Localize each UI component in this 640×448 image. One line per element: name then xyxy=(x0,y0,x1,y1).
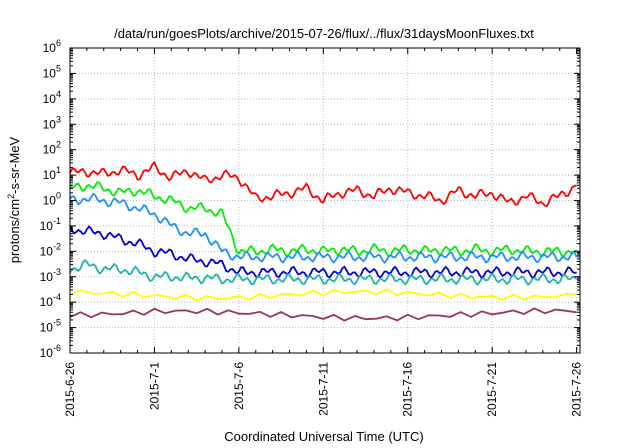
y-tick-exp: -2 xyxy=(53,241,61,251)
y-tick-exp: 6 xyxy=(56,38,61,48)
y-tick-base: 10 xyxy=(43,66,57,80)
y-tick-label: 10-4 xyxy=(40,292,61,309)
y-tick-base: 10 xyxy=(40,346,54,360)
x-tick-label: 2015-7-11 xyxy=(316,362,330,416)
y-axis-title: protons/cm2-s-sr-MeV xyxy=(6,136,22,263)
y-tick-label: 106 xyxy=(43,38,61,55)
y-tick-exp: -6 xyxy=(53,343,61,353)
y-tick-label: 100 xyxy=(43,191,61,208)
y-tick-label: 105 xyxy=(43,63,61,80)
y-axis: 10-610-510-410-310-210-11001011021031041… xyxy=(40,38,580,360)
x-tick-label: 2015-6-26 xyxy=(63,362,77,417)
x-tick-label: 2015-7-26 xyxy=(570,362,584,417)
y-tick-base: 10 xyxy=(43,168,57,182)
series-line-3 xyxy=(69,192,578,264)
y-tick-base: 10 xyxy=(40,295,54,309)
x-axis: 2015-6-26 2015-7-1 2015-7-6 2015-7-11 2015-7… xyxy=(63,48,584,417)
y-tick-base: 10 xyxy=(43,92,57,106)
x-tick-label: 2015-7-1 xyxy=(147,362,161,410)
y-tick-label: 10-1 xyxy=(40,216,61,233)
y-tick-label: 10-5 xyxy=(40,318,61,335)
y-tick-label: 102 xyxy=(43,140,61,157)
x-axis-title: Coordinated Universal Time (UTC) xyxy=(224,429,423,444)
y-tick-label: 10-6 xyxy=(40,343,61,360)
series-line-7 xyxy=(69,307,577,322)
y-tick-base: 10 xyxy=(43,41,57,55)
series-line-5 xyxy=(69,258,578,287)
y-tick-exp: 5 xyxy=(56,63,61,73)
y-tick-label: 10-3 xyxy=(40,267,61,284)
y-tick-label: 104 xyxy=(43,89,61,106)
series-line-1 xyxy=(69,160,577,207)
y-tick-base: 10 xyxy=(40,321,54,335)
y-tick-base: 10 xyxy=(43,143,57,157)
y-tick-base: 10 xyxy=(43,117,57,131)
chart-title: /data/run/goesPlots/archive/2015-07-26/f… xyxy=(114,26,534,41)
y-tick-exp: 0 xyxy=(56,191,61,201)
y-tick-exp: 4 xyxy=(56,89,61,99)
y-tick-label: 10-2 xyxy=(40,241,61,258)
y-tick-base: 10 xyxy=(43,194,57,208)
y-tick-base: 10 xyxy=(40,219,54,233)
y-tick-base: 10 xyxy=(40,244,54,258)
y-tick-label: 103 xyxy=(43,114,61,131)
y-axis-title-rest: -s-sr-MeV xyxy=(7,136,22,193)
x-tick-label: 2015-7-16 xyxy=(401,362,415,417)
y-tick-exp: 1 xyxy=(56,165,61,175)
y-tick-exp: -3 xyxy=(53,267,61,277)
y-tick-base: 10 xyxy=(40,270,54,284)
series-line-2 xyxy=(69,181,577,258)
y-axis-title-sup: 2 xyxy=(6,194,16,199)
x-tick-label: 2015-7-21 xyxy=(485,362,499,417)
y-tick-exp: 2 xyxy=(56,140,61,150)
y-tick-exp: -5 xyxy=(53,318,61,328)
y-tick-label: 101 xyxy=(43,165,61,182)
y-axis-title-main: protons/cm xyxy=(7,199,22,263)
y-tick-exp: 3 xyxy=(56,114,61,124)
y-tick-exp: -4 xyxy=(53,292,61,302)
x-tick-label: 2015-7-6 xyxy=(232,362,246,410)
series-line-6 xyxy=(69,288,577,302)
series-group xyxy=(69,160,578,322)
y-tick-exp: -1 xyxy=(53,216,61,226)
